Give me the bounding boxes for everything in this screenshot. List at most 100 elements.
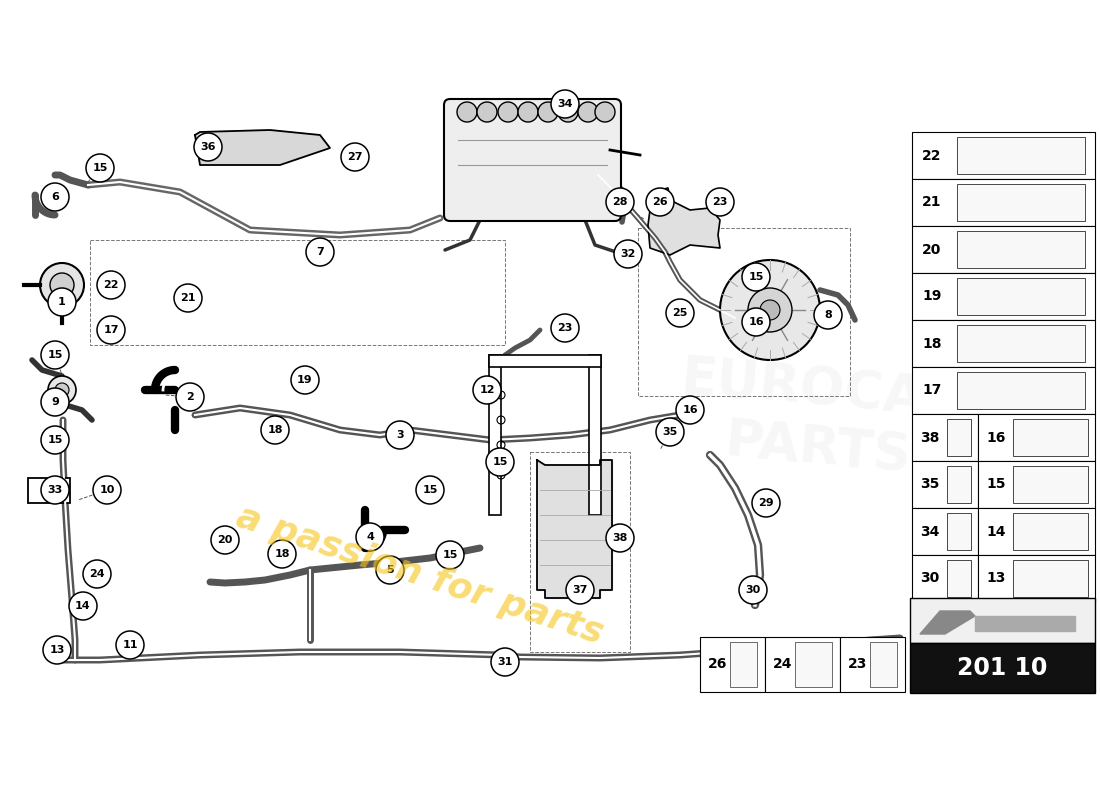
Bar (28, 478, 70, 503)
Bar (1013, 466, 1088, 503)
Circle shape (614, 240, 642, 268)
Text: 22: 22 (103, 280, 119, 290)
Bar (947, 560, 971, 597)
Text: 15: 15 (422, 485, 438, 495)
Text: 6: 6 (51, 192, 59, 202)
Text: 26: 26 (708, 658, 727, 671)
Text: 30: 30 (746, 585, 760, 595)
Bar (947, 513, 971, 550)
Circle shape (551, 314, 579, 342)
Text: 38: 38 (920, 430, 939, 445)
Circle shape (41, 341, 69, 369)
Text: 15: 15 (47, 350, 63, 360)
Bar (795, 642, 832, 687)
Text: 24: 24 (89, 569, 104, 579)
Circle shape (41, 183, 69, 211)
Text: 11: 11 (122, 640, 138, 650)
Text: 4: 4 (366, 532, 374, 542)
Text: 13: 13 (986, 571, 1005, 586)
Circle shape (742, 308, 770, 336)
Circle shape (814, 301, 842, 329)
Text: 19: 19 (297, 375, 312, 385)
Text: 13: 13 (50, 645, 65, 655)
Text: 15: 15 (47, 435, 63, 445)
Polygon shape (975, 616, 1075, 631)
Text: 21: 21 (180, 293, 196, 303)
Bar (90, 240, 505, 345)
Bar (588, 355, 601, 515)
Text: 27: 27 (348, 152, 363, 162)
Circle shape (486, 448, 514, 476)
Text: 23: 23 (558, 323, 573, 333)
Circle shape (174, 284, 202, 312)
Bar (530, 452, 630, 652)
Circle shape (94, 476, 121, 504)
Text: 3: 3 (396, 430, 404, 440)
Circle shape (606, 524, 634, 552)
Circle shape (97, 316, 125, 344)
Text: EUROCAR
PARTS: EUROCAR PARTS (673, 352, 967, 488)
Circle shape (41, 476, 69, 504)
Bar (1013, 419, 1088, 456)
Polygon shape (195, 130, 330, 165)
Bar (957, 137, 1085, 174)
Bar (730, 642, 757, 687)
Circle shape (558, 102, 578, 122)
Text: 15: 15 (493, 457, 508, 467)
Polygon shape (920, 611, 975, 634)
Circle shape (656, 418, 684, 446)
Text: 9: 9 (51, 397, 59, 407)
Circle shape (211, 526, 239, 554)
Circle shape (760, 300, 780, 320)
Text: 23: 23 (713, 197, 728, 207)
Bar (957, 184, 1085, 221)
Bar (1013, 560, 1088, 597)
Circle shape (578, 102, 598, 122)
Bar (912, 132, 1094, 179)
Circle shape (742, 263, 770, 291)
Text: 37: 37 (572, 585, 587, 595)
Text: 18: 18 (274, 549, 289, 559)
Circle shape (666, 299, 694, 327)
Text: 29: 29 (758, 498, 773, 508)
Text: 22: 22 (922, 149, 942, 162)
Circle shape (416, 476, 444, 504)
Text: 18: 18 (267, 425, 283, 435)
Bar (978, 508, 1094, 555)
Circle shape (55, 383, 69, 397)
Circle shape (43, 636, 72, 664)
Circle shape (518, 102, 538, 122)
Circle shape (606, 188, 634, 216)
Circle shape (595, 102, 615, 122)
Circle shape (706, 188, 734, 216)
Text: 16: 16 (748, 317, 763, 327)
Text: 17: 17 (103, 325, 119, 335)
Bar (978, 555, 1094, 602)
Text: 19: 19 (922, 290, 942, 303)
Bar (947, 419, 971, 456)
Text: 23: 23 (848, 658, 868, 671)
Bar (764, 637, 840, 692)
Bar (700, 637, 764, 692)
Bar (912, 414, 978, 461)
Circle shape (436, 541, 464, 569)
Text: 21: 21 (922, 195, 942, 210)
Text: 18: 18 (922, 337, 942, 350)
Bar (638, 228, 850, 396)
Circle shape (646, 188, 674, 216)
Text: 15: 15 (748, 272, 763, 282)
Text: 8: 8 (824, 310, 832, 320)
Circle shape (82, 560, 111, 588)
Text: 5: 5 (386, 565, 394, 575)
Circle shape (69, 592, 97, 620)
Circle shape (551, 90, 579, 118)
Bar (947, 466, 971, 503)
Text: 35: 35 (920, 478, 939, 491)
Polygon shape (648, 188, 720, 255)
Circle shape (48, 288, 76, 316)
Text: 26: 26 (652, 197, 668, 207)
Circle shape (376, 556, 404, 584)
Text: 12: 12 (480, 385, 495, 395)
Circle shape (341, 143, 368, 171)
Text: 38: 38 (613, 533, 628, 543)
